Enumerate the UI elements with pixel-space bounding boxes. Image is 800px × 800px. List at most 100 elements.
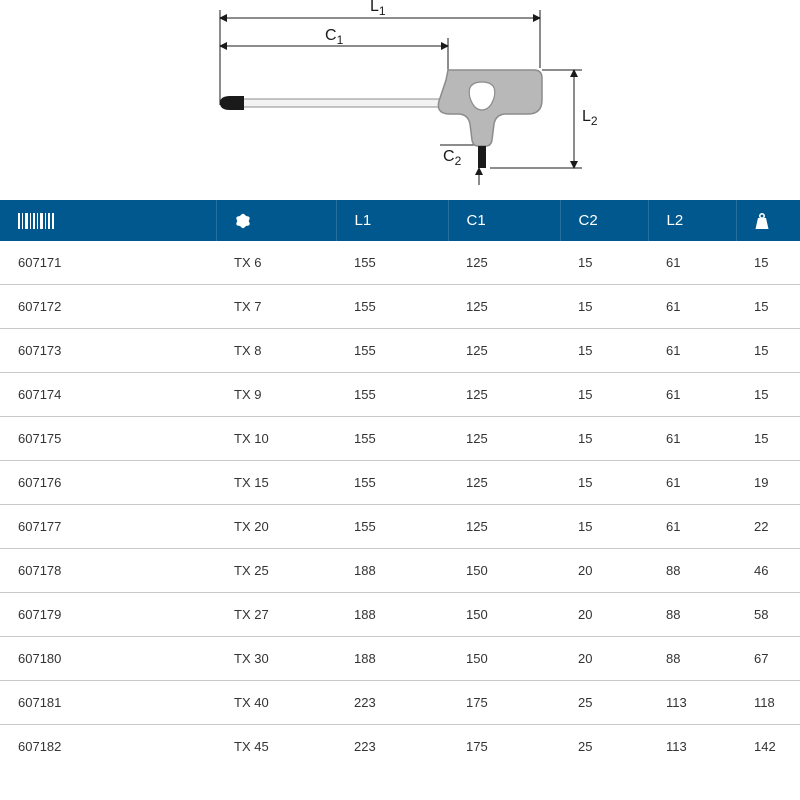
- cell-weight: 46: [736, 549, 800, 593]
- cell-L1: 223: [336, 725, 448, 769]
- table-row: 607181TX 4022317525113118: [0, 681, 800, 725]
- cell-L2: 61: [648, 241, 736, 285]
- cell-L2: 61: [648, 417, 736, 461]
- cell-code: 607178: [0, 549, 216, 593]
- cell-weight: 15: [736, 241, 800, 285]
- cell-C2: 25: [560, 681, 648, 725]
- spec-table: L1 C1 C2 L2 607171TX 6155125156115607172…: [0, 200, 800, 768]
- spec-table-head: L1 C1 C2 L2: [0, 200, 800, 241]
- cell-L2: 61: [648, 461, 736, 505]
- cell-C1: 175: [448, 725, 560, 769]
- cell-C1: 125: [448, 241, 560, 285]
- cell-L2: 88: [648, 593, 736, 637]
- cell-C1: 175: [448, 681, 560, 725]
- table-row: 607173TX 8155125156115: [0, 329, 800, 373]
- cell-code: 607181: [0, 681, 216, 725]
- table-row: 607182TX 4522317525113142: [0, 725, 800, 769]
- table-row: 607177TX 20155125156122: [0, 505, 800, 549]
- cell-type: TX 27: [216, 593, 336, 637]
- cell-C1: 125: [448, 461, 560, 505]
- col-header-weight: [736, 200, 800, 241]
- cell-L1: 155: [336, 505, 448, 549]
- cell-weight: 142: [736, 725, 800, 769]
- col-header-L2: L2: [648, 200, 736, 241]
- table-row: 607180TX 30188150208867: [0, 637, 800, 681]
- cell-weight: 19: [736, 461, 800, 505]
- cell-weight: 58: [736, 593, 800, 637]
- table-row: 607176TX 15155125156119: [0, 461, 800, 505]
- cell-L2: 113: [648, 725, 736, 769]
- table-row: 607179TX 27188150208858: [0, 593, 800, 637]
- table-row: 607171TX 6155125156115: [0, 241, 800, 285]
- cell-C2: 15: [560, 505, 648, 549]
- cell-code: 607179: [0, 593, 216, 637]
- cell-code: 607175: [0, 417, 216, 461]
- cell-L1: 155: [336, 461, 448, 505]
- dim-label-C2: C2: [443, 148, 461, 168]
- cell-L1: 155: [336, 329, 448, 373]
- cell-code: 607174: [0, 373, 216, 417]
- cell-code: 607172: [0, 285, 216, 329]
- col-header-code: [0, 200, 216, 241]
- dim-label-C1: C1: [325, 27, 343, 47]
- cell-L2: 61: [648, 373, 736, 417]
- cell-type: TX 30: [216, 637, 336, 681]
- cell-weight: 118: [736, 681, 800, 725]
- table-row: 607178TX 25188150208846: [0, 549, 800, 593]
- table-row: 607175TX 10155125156115: [0, 417, 800, 461]
- cell-code: 607180: [0, 637, 216, 681]
- cell-L2: 88: [648, 637, 736, 681]
- cell-C1: 125: [448, 373, 560, 417]
- cell-weight: 15: [736, 329, 800, 373]
- torx-icon: [235, 213, 251, 229]
- cell-C1: 125: [448, 329, 560, 373]
- cell-code: 607173: [0, 329, 216, 373]
- barcode-icon: [18, 213, 54, 229]
- cell-C1: 150: [448, 549, 560, 593]
- cell-C1: 125: [448, 505, 560, 549]
- cell-weight: 15: [736, 285, 800, 329]
- weight-icon: [755, 213, 769, 229]
- cell-code: 607176: [0, 461, 216, 505]
- cell-L1: 155: [336, 285, 448, 329]
- cell-type: TX 9: [216, 373, 336, 417]
- cell-weight: 22: [736, 505, 800, 549]
- cell-L1: 155: [336, 373, 448, 417]
- cell-code: 607177: [0, 505, 216, 549]
- col-header-C1: C1: [448, 200, 560, 241]
- cell-type: TX 7: [216, 285, 336, 329]
- tool-diagram: L1 C1 L2 C2: [190, 0, 610, 200]
- diagram-container: L1 C1 L2 C2: [0, 0, 800, 200]
- cell-type: TX 40: [216, 681, 336, 725]
- cell-C2: 15: [560, 241, 648, 285]
- cell-C1: 150: [448, 637, 560, 681]
- cell-C2: 15: [560, 417, 648, 461]
- cell-L2: 88: [648, 549, 736, 593]
- cell-C2: 25: [560, 725, 648, 769]
- cell-L1: 188: [336, 593, 448, 637]
- cell-C2: 15: [560, 461, 648, 505]
- cell-C2: 15: [560, 373, 648, 417]
- cell-code: 607182: [0, 725, 216, 769]
- cell-type: TX 45: [216, 725, 336, 769]
- cell-L1: 188: [336, 549, 448, 593]
- dim-label-L1: L1: [370, 0, 386, 18]
- cell-C2: 15: [560, 329, 648, 373]
- cell-weight: 15: [736, 373, 800, 417]
- col-header-type: [216, 200, 336, 241]
- cell-L1: 223: [336, 681, 448, 725]
- cell-C2: 20: [560, 549, 648, 593]
- cell-weight: 67: [736, 637, 800, 681]
- tool-svg: [190, 0, 610, 200]
- cell-type: TX 15: [216, 461, 336, 505]
- page-root: L1 C1 L2 C2: [0, 0, 800, 800]
- cell-L2: 113: [648, 681, 736, 725]
- cell-C1: 125: [448, 417, 560, 461]
- table-row: 607174TX 9155125156115: [0, 373, 800, 417]
- cell-C1: 150: [448, 593, 560, 637]
- cell-type: TX 25: [216, 549, 336, 593]
- dim-label-L2: L2: [582, 108, 598, 128]
- col-header-C2: C2: [560, 200, 648, 241]
- cell-C2: 20: [560, 637, 648, 681]
- cell-C2: 20: [560, 593, 648, 637]
